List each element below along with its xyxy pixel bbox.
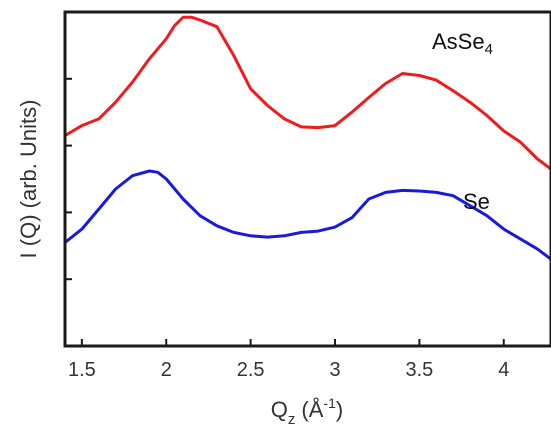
x-tick-label: 3: [329, 359, 340, 381]
x-tick-label: 2: [161, 359, 172, 381]
x-tick-labels: 1.5 2 2.5 3 3.5 4: [68, 359, 509, 381]
plot-frame: [63, 10, 551, 348]
series-label-asse4-subscript: 4: [485, 41, 493, 58]
x-tick-label: 3.5: [405, 359, 433, 381]
x-axis-label: Qz (Å-1): [271, 395, 343, 428]
series-layer: [63, 15, 551, 261]
x-tick-label: 4: [498, 359, 509, 381]
series-label-asse4: AsSe4: [432, 29, 493, 58]
y-axis-label: I (Q) (arb. Units): [16, 100, 41, 259]
x-tick-label: 1.5: [68, 359, 96, 381]
series-line-se: [63, 169, 551, 261]
x-axis-label-superscript: -1: [323, 395, 336, 411]
x-axis-label-subscript: z: [288, 411, 296, 428]
series-label-se: Se: [463, 189, 490, 214]
x-tick-label: 2.5: [237, 359, 265, 381]
series-line-asse4: [63, 15, 551, 171]
